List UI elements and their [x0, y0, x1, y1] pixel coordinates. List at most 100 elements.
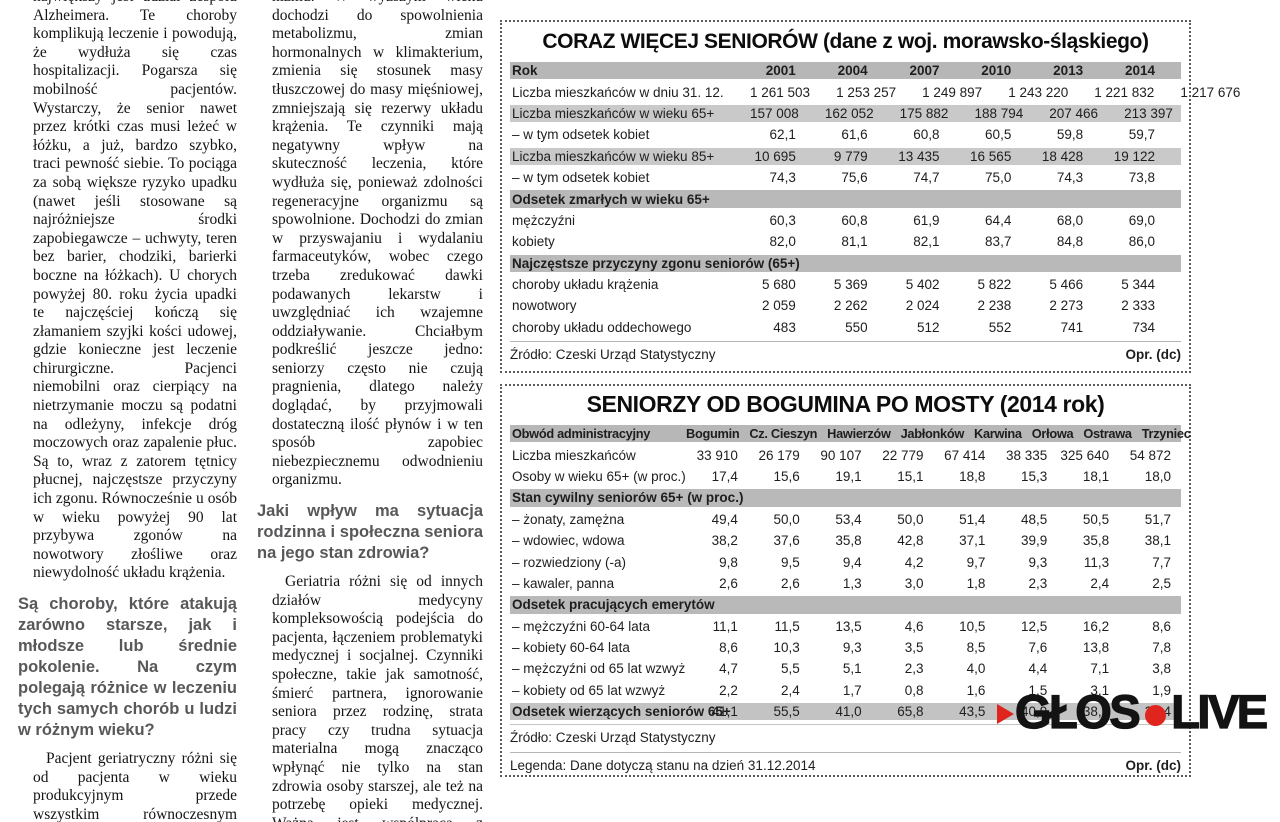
cell-value: 74,3: [1056, 170, 1084, 186]
cell-value: 19,1: [835, 468, 862, 484]
cell-value: 157 008: [750, 105, 799, 121]
cell-value: 64,4: [985, 212, 1012, 228]
cell-value: 2 333: [1121, 298, 1155, 314]
cell-value: Trzyniec: [1141, 426, 1191, 442]
table-source: Źródło: Czeski Urząd Statystyczny: [510, 724, 1181, 749]
cell-value: Hawierzów: [827, 426, 891, 442]
row-label: Rok: [512, 63, 538, 79]
table-coraz-wiecej-seniorow: CORAZ WIĘCEJ SENIORÓW (dane z woj. moraw…: [500, 20, 1240, 373]
row-label: – wdowiec, wdowa: [512, 533, 625, 549]
table-title: CORAZ WIĘCEJ SENIORÓW (dane z woj. moraw…: [542, 30, 1149, 53]
cell-value: Bogumin: [686, 426, 740, 442]
cell-value: 39,9: [1020, 533, 1048, 549]
cell-value: 1,9: [1152, 682, 1171, 698]
cell-value: 51,4: [959, 511, 986, 527]
cell-value: 53,4: [835, 511, 862, 527]
cell-value: 5 344: [1121, 277, 1155, 293]
cell-value: 17,4: [711, 468, 738, 484]
cell-value: 175 882: [899, 105, 949, 121]
cell-value: 4,6: [904, 618, 924, 634]
cell-value: 4,0: [966, 661, 986, 677]
cell-value: 9 779: [833, 148, 868, 164]
cell-value: 5 822: [977, 277, 1012, 293]
cell-value: 9,8: [719, 554, 738, 570]
cell-value: 15,6: [773, 468, 800, 484]
cell-value: 7,6: [1028, 640, 1048, 656]
cell-value: 22 779: [882, 447, 924, 463]
cell-value: 7,8: [1152, 640, 1171, 656]
cell-value: 60,8: [841, 212, 868, 228]
cell-value: 50,0: [897, 511, 924, 527]
cell-value: 3,5: [904, 640, 924, 656]
table-seniorzy-od-bogumina: SENIORZY OD BOGUMINA PO MOSTY (2014 rok)…: [500, 384, 1191, 777]
cell-value: 13 435: [898, 148, 940, 164]
cell-value: 10 695: [754, 148, 796, 164]
cell-value: 2010: [981, 63, 1012, 79]
cell-value: 9,5: [780, 554, 800, 570]
row-label: – mężczyźni od 65 lat wzwyż: [512, 661, 686, 677]
table-row: Najczęstsze przyczyny zgonu seniorów (65…: [510, 252, 1181, 274]
article-paragraph: Pacjent geriatryczny różni się od pacjen…: [33, 750, 237, 822]
cell-value: 1,8: [966, 575, 986, 591]
cell-value: 48,5: [1020, 511, 1048, 527]
cell-value: 2,5: [1152, 575, 1171, 591]
cell-value: 162 052: [824, 105, 874, 121]
cell-value: 0,8: [904, 682, 924, 698]
table-row: Liczba mieszkańców w dniu 31. 12. 1 261 5…: [510, 81, 1240, 102]
cell-value: 18,1: [1082, 468, 1110, 484]
cell-value: 741: [1060, 319, 1084, 335]
cell-value: 84,8: [1056, 234, 1084, 250]
cell-value: 35,8: [835, 533, 862, 549]
cell-value: 41,0: [835, 704, 862, 720]
interview-question: Jaki wpływ ma sytuacja rodzinna i społec…: [257, 502, 483, 563]
cell-value: 8,6: [1152, 618, 1171, 634]
cell-value: 15,3: [1020, 468, 1048, 484]
cell-value: 2,4: [780, 682, 800, 698]
cell-value: 2001: [765, 63, 796, 79]
table-row: – mężczyźni od 65 lat wzwyż 4,7 5,5 5,1 2,3 4…: [510, 658, 1181, 679]
cell-value: 9,3: [1028, 554, 1048, 570]
cell-value: 8,5: [966, 640, 986, 656]
table-row: nowotwory 2 059 2 262 2 024 2 238 2 273 2 333: [510, 295, 1181, 316]
cell-value: 1,5: [1028, 682, 1048, 698]
cell-value: 13,5: [835, 618, 862, 634]
cell-value: 2013: [1053, 63, 1084, 79]
row-label: Liczba mieszkańców w wieku 65+: [512, 105, 715, 121]
cell-value: 81,1: [841, 234, 868, 250]
article-paragraph: nizmu. W wyższym wieku dochodzi do spowo…: [272, 0, 483, 489]
cell-value: 2,6: [719, 575, 738, 591]
cell-value: 5,5: [780, 661, 800, 677]
cell-value: 213 397: [1124, 105, 1173, 121]
cell-value: 11,5: [774, 618, 800, 634]
row-label: nowotwory: [512, 298, 577, 314]
cell-value: 1 261 503: [750, 84, 811, 100]
article-paragraph: największy jest udział zespołu Alzheimer…: [33, 0, 237, 582]
cell-value: 59,8: [1056, 127, 1084, 143]
cell-value: 9,4: [842, 554, 862, 570]
cell-value: 33 910: [696, 447, 738, 463]
row-label: Odsetek wierzących seniorów 65+: [512, 704, 731, 720]
cell-value: 74,3: [769, 170, 796, 186]
table-row: Odsetek zmarłych w wieku 65+: [510, 188, 1181, 210]
cell-value: 483: [773, 319, 796, 335]
table-footer: Legenda: Dane dotyczą stanu na dzień 31.…: [510, 752, 1181, 778]
cell-value: 16 565: [970, 148, 1012, 164]
cell-value: 9,7: [966, 554, 986, 570]
cell-value: 12,5: [1020, 618, 1048, 634]
cell-value: 59,7: [1128, 127, 1155, 143]
cell-value: 37,6: [773, 533, 800, 549]
cell-value: 86,0: [1128, 234, 1155, 250]
cell-value: 512: [916, 319, 940, 335]
glos-live-logo: GŁOS LIVE: [997, 687, 1269, 735]
table-row: Osoby w wieku 65+ (w proc.) 17,4 15,6 19,1 1…: [510, 466, 1181, 487]
cell-value: Jabłonków: [900, 426, 965, 442]
cell-value: 4,2: [904, 554, 924, 570]
table-row: choroby układu krążenia 5 680 5 369 5 402 5 …: [510, 274, 1181, 295]
table-row: kobiety 82,0 81,1 82,1 83,7 84,8 86,0: [510, 231, 1181, 252]
cell-value: 90 107: [820, 447, 862, 463]
table-footer: Źródło: Czeski Urząd Statystyczny Opr. (…: [510, 341, 1181, 367]
table-body: Rok 2001 2004 2007 2010 2013 2014 Liczba mieszk…: [510, 60, 1240, 338]
cell-value: 1,7: [842, 682, 862, 698]
cell-value: 5 402: [905, 277, 940, 293]
row-label: mężczyźni: [512, 212, 576, 228]
